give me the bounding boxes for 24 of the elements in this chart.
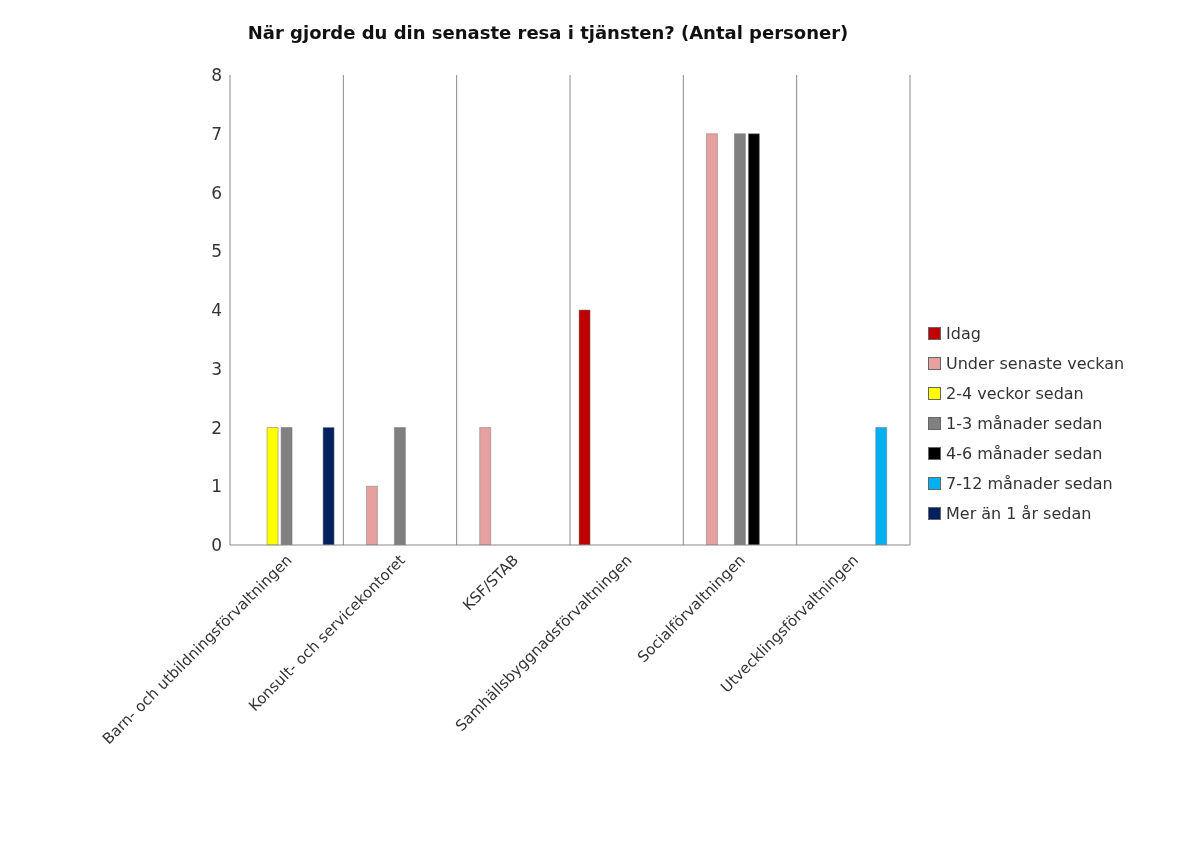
legend-label: 1-3 månader sedan: [946, 413, 1103, 433]
bar: [366, 486, 378, 545]
y-tick-label: 2: [211, 417, 222, 438]
y-tick-label: 1: [211, 476, 222, 497]
bar: [706, 133, 718, 545]
legend-label: 7-12 månader sedan: [946, 473, 1113, 493]
legend-label: 4-6 månader sedan: [946, 443, 1103, 463]
y-tick-label: 8: [211, 65, 222, 86]
y-tick-label: 4: [211, 300, 222, 321]
bar: [578, 309, 591, 545]
bar: [748, 133, 760, 545]
y-tick-label: 6: [211, 182, 222, 203]
legend-label: Under senaste veckan: [946, 353, 1125, 373]
y-tick-label: 3: [211, 358, 222, 379]
bar: [322, 427, 335, 545]
bar: [479, 427, 491, 545]
legend-label: 2-4 veckor sedan: [946, 383, 1084, 403]
y-tick-label: 0: [211, 535, 222, 556]
legend-label: Mer än 1 år sedan: [946, 503, 1092, 523]
chart-title: När gjorde du din senaste resa i tjänsten? (Antal personer): [246, 22, 850, 43]
y-tick-label: 7: [211, 123, 222, 144]
y-tick-label: 5: [211, 241, 222, 262]
legend-label: Idag: [946, 323, 981, 343]
bar: [875, 427, 887, 545]
